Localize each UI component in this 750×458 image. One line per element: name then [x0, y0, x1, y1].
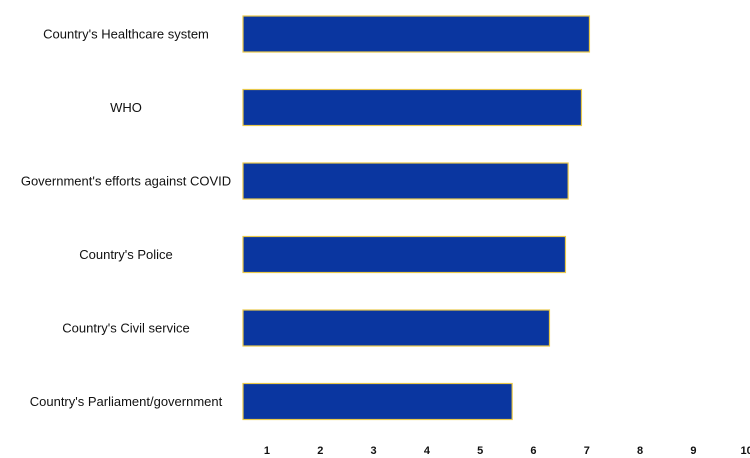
- category-label: Country's Police: [79, 247, 173, 262]
- category-label: Country's Parliament/government: [30, 394, 223, 409]
- x-tick-label: 1: [264, 445, 270, 457]
- x-tick-label: 5: [477, 445, 483, 457]
- category-label: Government's efforts against COVID: [21, 174, 231, 189]
- bar: [243, 16, 589, 52]
- category-labels: Country's Healthcare system WHO Government…: [21, 27, 231, 410]
- bar: [243, 310, 549, 346]
- x-tick-label: 8: [637, 445, 643, 457]
- bars-group: [243, 16, 589, 420]
- x-tick-label: 10: [741, 445, 750, 457]
- bar: [243, 90, 581, 126]
- x-tick-label: 2: [317, 445, 323, 457]
- bar: [243, 163, 568, 199]
- bar: [243, 237, 565, 273]
- x-tick-label: 9: [690, 445, 696, 457]
- x-tick-label: 6: [530, 445, 536, 457]
- bar: [243, 384, 512, 420]
- x-tick-label: 4: [424, 445, 431, 457]
- x-tick-label: 7: [584, 445, 590, 457]
- x-axis-ticks: 1 2 3 4 5 6 7 8 9 10: [264, 445, 750, 457]
- x-tick-label: 3: [371, 445, 377, 457]
- category-label: WHO: [110, 100, 142, 115]
- category-label: Country's Healthcare system: [43, 27, 209, 42]
- category-label: Country's Civil service: [62, 321, 189, 336]
